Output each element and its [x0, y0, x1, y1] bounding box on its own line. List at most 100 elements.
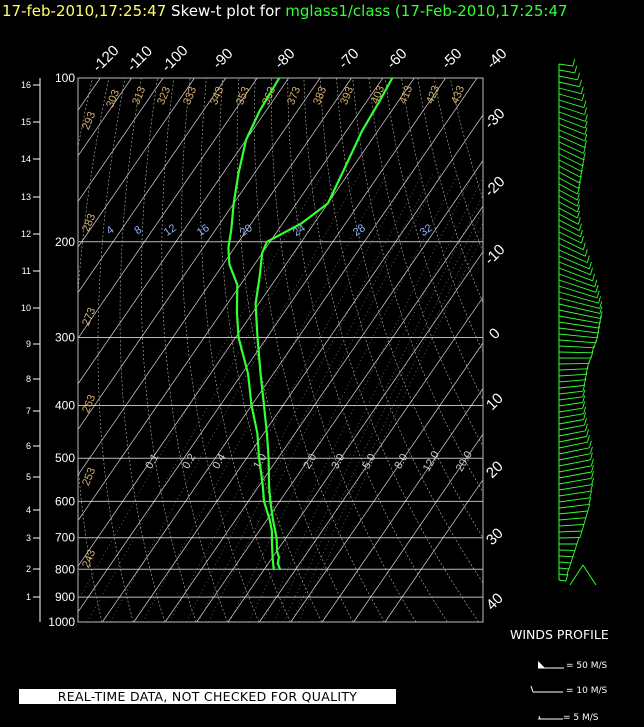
wind-barb	[558, 424, 585, 431]
wind-barb	[558, 453, 591, 461]
mixing-ratio-label-low-6: 5.0	[360, 452, 378, 471]
dry-adiabat-label-303: 303	[104, 88, 122, 110]
wind-barb-feather	[583, 378, 587, 386]
dry-adiabat-273	[141, 78, 197, 622]
isotherm--60	[78, 78, 384, 522]
wind-barb-feather	[579, 229, 583, 238]
pressure-label-700: 700	[55, 531, 75, 545]
wind-barb	[558, 396, 583, 401]
wind-barb-feather	[584, 127, 588, 135]
wind-barb-feather	[568, 561, 572, 570]
mixing-ratio-24	[283, 209, 483, 622]
mixing-ratio-3	[186, 173, 423, 622]
temperature-trace-point-21	[379, 99, 381, 102]
wind-barb-feather	[599, 301, 603, 309]
wind-barb-feather	[595, 285, 599, 293]
wind-barb-feather	[585, 423, 588, 431]
temperature-trace-point-4	[275, 536, 278, 539]
dewpoint-trace-point-4	[269, 519, 271, 521]
wind-barb	[558, 579, 566, 582]
wind-barb	[558, 402, 583, 407]
wind-barb	[558, 523, 584, 527]
wind-barb	[558, 99, 585, 109]
wind-barb	[558, 385, 584, 389]
wind-barb	[558, 219, 580, 231]
wind-barb-feather	[591, 477, 595, 485]
wind-barb	[558, 407, 583, 413]
dry-adiabat-423	[401, 78, 483, 353]
wind-barb-feather	[577, 181, 581, 189]
mixing-ratio-0.1	[78, 173, 324, 602]
plot-frame	[77, 77, 484, 623]
mixing-ratio-label-high-0: 4	[104, 224, 116, 237]
right-temp-label-20: 20	[483, 458, 507, 482]
right-temp-label--30: -30	[481, 105, 508, 132]
right-temp-label-40: 40	[483, 590, 507, 614]
wind-barb	[558, 447, 590, 455]
dewpoint-trace-point-7	[258, 457, 260, 460]
wind-barb-feather	[588, 440, 592, 448]
top-temp-label--100: -100	[158, 42, 191, 75]
temperature-trace-point-10	[263, 404, 265, 407]
wind-barb	[558, 141, 584, 154]
dewpoint-trace-point-8	[256, 432, 259, 435]
isotherm--110	[78, 78, 227, 294]
wind-barb-feather	[565, 573, 569, 582]
mixing-ratio-32	[298, 233, 483, 622]
dry-adiabat-383	[336, 78, 483, 539]
temperature-trace-point-18	[327, 202, 329, 205]
height-label-4: 4	[26, 505, 31, 515]
wind-barb-feather	[596, 330, 600, 338]
wind-barb	[558, 135, 585, 148]
wind-barb-feather	[583, 412, 587, 420]
wind-barb-feather	[593, 340, 597, 348]
grid-layer	[78, 78, 483, 622]
pressure-label-100: 100	[55, 71, 75, 85]
temperature-trace-point-9	[266, 432, 268, 435]
wind-barb	[558, 537, 581, 539]
wind-barb	[558, 436, 587, 443]
wind-barb-feather	[590, 458, 594, 466]
dry-adiabat-label-253: 253	[80, 466, 98, 488]
wind-barb	[558, 497, 590, 503]
wind-legend-5-label: = 5 M/S	[563, 713, 599, 723]
mixing-ratio-5	[208, 173, 441, 622]
wind-barb-feather	[572, 58, 576, 67]
title-source: mglass1/class (17-Feb-2010,17:25:47	[285, 2, 568, 20]
temperature-trace-point-6	[269, 500, 272, 503]
dry-adiabat-label-273: 273	[80, 306, 98, 328]
temperature-trace-point-19	[341, 173, 343, 175]
wind-barb-feather	[581, 93, 585, 101]
wind-barb	[558, 530, 583, 533]
pressure-label-300: 300	[55, 331, 75, 345]
dewpoint-trace-point-21	[278, 77, 281, 79]
surface-wind-barb	[569, 564, 584, 586]
dewpoint-trace-point-18	[237, 173, 240, 175]
wind-barb	[558, 484, 592, 491]
wind-barb	[558, 165, 581, 178]
wind-barb	[558, 368, 588, 371]
wind-barb	[558, 333, 597, 339]
wind-barb	[558, 189, 578, 201]
wind-barb	[558, 503, 589, 509]
mixing-ratio-4	[198, 173, 433, 622]
dry-adiabat-243	[78, 78, 110, 622]
dry-adiabat-263	[119, 78, 165, 622]
mixing-ratio-1	[142, 173, 388, 622]
wind-barb	[558, 171, 580, 184]
dewpoint-trace-point-2	[271, 543, 273, 546]
wind-barb-feather	[584, 372, 588, 380]
dewpoint-trace-point-11	[237, 336, 240, 339]
temperature-trace-point-3	[276, 550, 278, 552]
dry-adiabat-363	[303, 78, 479, 622]
wind-barb	[558, 517, 586, 521]
mixing-ratio-label-high-7: 32	[418, 222, 435, 239]
wind-barb-feather	[586, 255, 590, 263]
wind-barb-feather	[596, 290, 600, 298]
wind-barb-feather	[590, 350, 594, 359]
wind-barb-feather	[582, 384, 586, 392]
wind-barb	[558, 273, 595, 288]
wind-barb-feather	[592, 273, 596, 281]
winds-profile-title: WINDS PROFILE	[510, 627, 609, 642]
